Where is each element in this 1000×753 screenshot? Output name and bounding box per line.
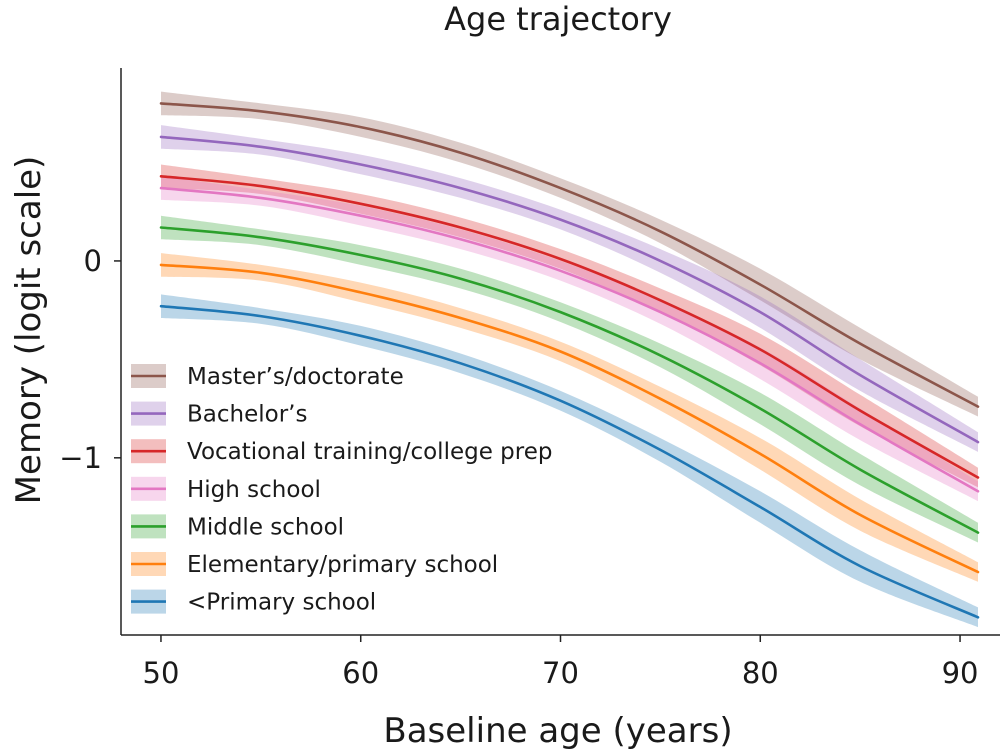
legend-label-middle-school: Middle school: [187, 514, 344, 540]
band-primary-school: [161, 294, 978, 628]
line-primary-school: [159, 304, 980, 619]
series-lines: [159, 102, 980, 619]
x-tick-label-80: 80: [742, 656, 779, 690]
legend-item-bachelor-s: Bachelor’s: [131, 401, 307, 428]
legend-item-vocational-training-college-prep: Vocational training/college prep: [131, 439, 552, 465]
legend-label-high-school: High school: [187, 477, 321, 503]
line-bachelor-s: [159, 135, 980, 444]
x-tick-label-50: 50: [143, 656, 180, 690]
x-tick-label-90: 90: [942, 656, 979, 690]
x-tick-label-60: 60: [342, 656, 379, 690]
line-vocational-training-college-prep: [159, 175, 980, 479]
x-tick-label-70: 70: [542, 656, 579, 690]
legend-label-bachelor-s: Bachelor’s: [187, 402, 307, 428]
confidence-bands: [161, 91, 978, 628]
legend-item-master-s-doctorate: Master’s/doctorate: [131, 364, 404, 390]
line-high-school: [159, 186, 980, 493]
line-master-s-doctorate: [159, 102, 980, 408]
y-axis-ticks: 0 −1: [59, 244, 121, 475]
x-axis-title: Baseline age (years): [383, 711, 732, 751]
legend-item-elementary-primary-school: Elementary/primary school: [131, 552, 498, 578]
legend-label-vocational-training-college-prep: Vocational training/college prep: [187, 439, 552, 465]
x-axis-ticks: 50 60 70 80 90: [143, 635, 979, 690]
legend-label-master-s-doctorate: Master’s/doctorate: [187, 364, 404, 390]
line-elementary-primary-school: [159, 263, 980, 574]
line-middle-school: [159, 226, 980, 534]
legend-item-primary-school: <Primary school: [131, 589, 376, 616]
y-axis-title: Memory (logit scale): [9, 156, 49, 505]
legend-label-primary-school: <Primary school: [187, 590, 376, 616]
legend-item-high-school: High school: [131, 476, 321, 503]
y-tick-label-0: 0: [84, 244, 102, 278]
legend-label-elementary-primary-school: Elementary/primary school: [187, 552, 498, 578]
chart-title: Age trajectory: [444, 0, 672, 38]
legend: Master’s/doctorate Bachelor’s Vocational t…: [131, 364, 552, 616]
y-tick-label-1: −1: [59, 441, 102, 475]
legend-item-middle-school: Middle school: [131, 514, 344, 540]
